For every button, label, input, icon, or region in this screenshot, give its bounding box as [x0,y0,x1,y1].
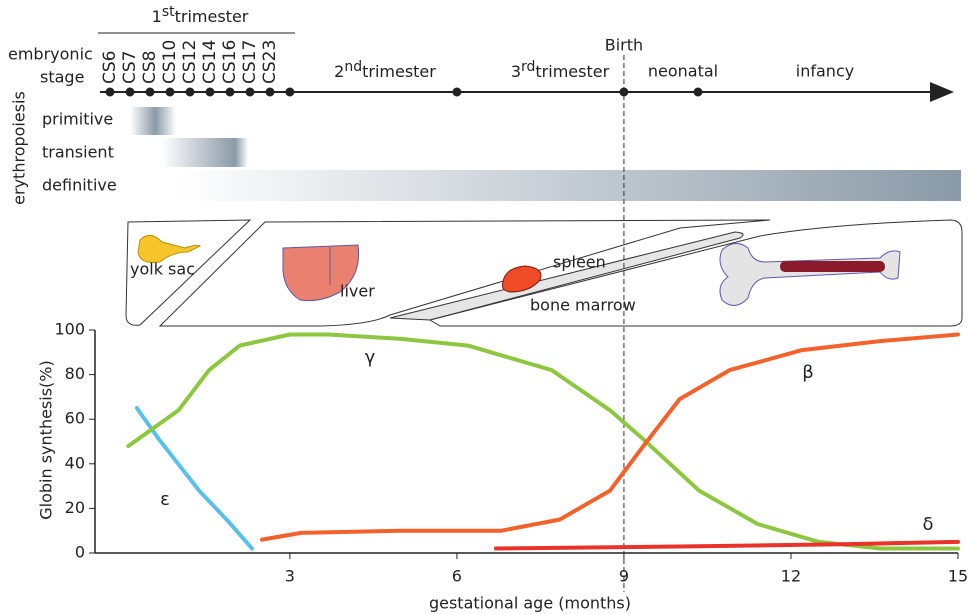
x-tick-label: 12 [781,567,801,586]
birth-label: Birth [605,36,643,55]
timeline-dot [694,88,703,97]
stage-label: CS12 [180,40,200,84]
timeline-dot [619,88,628,97]
timeline-dot [206,88,215,97]
row-label: stage [40,68,84,87]
timeline-dot [266,88,275,97]
series-label: δ [922,514,933,535]
timeline-dot [452,88,461,97]
row-label: transient [42,143,114,162]
timeline-dot [166,88,175,97]
timeline-dot [285,88,294,97]
y-tick-label: 40 [65,453,85,472]
timeline-dot [146,88,155,97]
timeline-dot [186,88,195,97]
row-label: definitive [42,176,117,195]
y-tick-label: 0 [75,543,85,562]
timeline-dot [226,88,235,97]
stage-label: CS8 [140,51,160,84]
timeline-dot [106,88,115,97]
y-tick-label: 60 [65,409,85,428]
series-label: γ [365,347,376,368]
stage-label: CS23 [260,40,280,84]
transient-bar [162,138,248,167]
second-trimester: 2ndtrimester [334,59,436,81]
bone-marrow-icon [780,261,885,272]
stage-label: CS10 [160,40,180,84]
timeline-dot [126,88,135,97]
x-tick-label: 3 [285,567,295,586]
row-label: embryonic [8,45,93,64]
stage-label: CS6 [100,51,120,84]
y-tick-label: 100 [54,320,85,339]
definitive-bar [175,170,961,201]
primitive-bar [130,107,176,135]
x-tick-label: 15 [948,567,968,586]
neonatal-label: neonatal [648,62,718,81]
timeline-dot [246,88,255,97]
y-tick-label: 80 [65,364,85,383]
organ-label: spleen [553,253,606,272]
organ-label: liver [340,282,375,301]
y-axis-title: Globin synthesis(%) [37,360,56,519]
third-trimester: 3rdtrimester [511,59,610,81]
x-tick-label: 6 [452,567,462,586]
stage-label: CS14 [200,40,220,84]
erythropoiesis-label: erythropoiesis [10,91,29,205]
first-trimester: 1sttrimester [152,4,249,26]
y-tick-label: 20 [65,498,85,517]
organ-label: bone marrow [530,296,636,315]
series-label: β [802,362,814,383]
infancy-label: infancy [796,62,854,81]
figure: 1sttrimester embryonic stage 2ndtrimeste… [0,0,969,614]
row-label: primitive [42,110,113,129]
series-line [128,335,958,549]
bone-icon [720,243,900,305]
x-axis-title: gestational age (months) [429,594,631,613]
yolk-sac-icon [138,235,200,262]
stage-label: CS16 [220,40,240,84]
stage-label: CS7 [120,51,140,84]
stage-label: CS17 [240,40,260,84]
organ-label: yolk sac [130,260,195,279]
series-label: ε [160,489,170,510]
